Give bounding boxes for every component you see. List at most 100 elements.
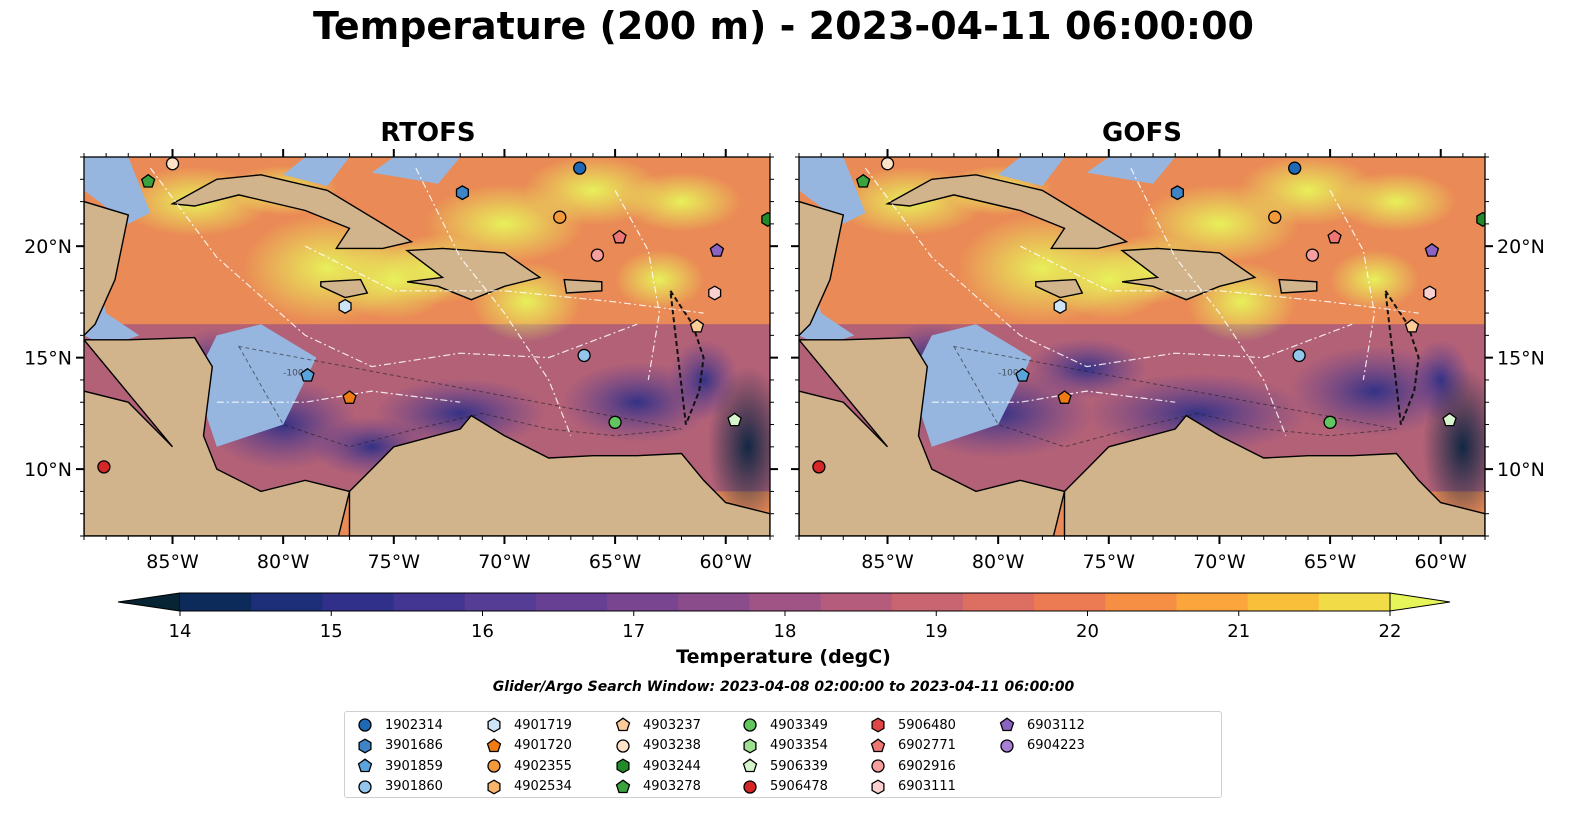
float-marker-3901860 bbox=[577, 348, 591, 363]
map-panel-gofs: -1000 85°W 80°W 75°W 70°W 65°W 60°W 20°N 15°N 10°… bbox=[791, 149, 1545, 573]
legend-item: 4903354 bbox=[742, 737, 828, 755]
legend-marker-hexagon bbox=[871, 717, 885, 733]
float-marker-4901720 bbox=[1057, 390, 1072, 404]
colorbar-label: Temperature (degC) bbox=[676, 646, 891, 668]
lon-tick-label: 75°W bbox=[368, 551, 421, 573]
legend-marker-pentagon bbox=[486, 737, 502, 752]
float-marker-6902916 bbox=[1305, 248, 1320, 262]
land-yucatan bbox=[799, 200, 845, 337]
legend-item: 4903244 bbox=[615, 757, 701, 775]
float-marker-4903278 bbox=[140, 173, 156, 188]
legend-item: 4903237 bbox=[615, 716, 701, 734]
legend-label: 4903354 bbox=[770, 738, 828, 753]
legend-label: 6903111 bbox=[898, 779, 956, 794]
bathymetry-contour-label: -1000 bbox=[998, 368, 1024, 378]
colorbar-tick-label: 14 bbox=[169, 621, 192, 642]
land-jamaica bbox=[320, 278, 369, 299]
float-marker-3901686 bbox=[1170, 185, 1184, 201]
lat-tick-label: 10°N bbox=[24, 459, 72, 481]
legend-marker-circle bbox=[616, 738, 630, 753]
legend-item: 4902534 bbox=[486, 778, 572, 796]
legend-label: 4903238 bbox=[643, 738, 701, 753]
legend-marker-pentagon bbox=[615, 717, 631, 732]
panel-title-rtofs: RTOFS bbox=[380, 118, 476, 148]
legend-label: 6902771 bbox=[898, 738, 956, 753]
legend-label: 1902314 bbox=[385, 717, 443, 733]
float-marker-4903244 bbox=[761, 211, 770, 227]
float-marker-6903111 bbox=[708, 285, 722, 301]
legend-item: 3901860 bbox=[357, 778, 443, 796]
land-puerto-rico bbox=[563, 278, 603, 294]
float-marker-3901859 bbox=[1015, 367, 1030, 382]
colorbar-tick-label: 15 bbox=[320, 621, 343, 642]
colorbar-tick-label: 16 bbox=[471, 621, 494, 642]
legend-item: 1902314 bbox=[357, 716, 443, 734]
legend-marker-hexagon bbox=[743, 737, 757, 754]
legend-item: 4903278 bbox=[615, 778, 701, 796]
legend-label: 3901686 bbox=[385, 738, 443, 753]
legend-label: 4903244 bbox=[643, 758, 701, 774]
legend-label: 4903278 bbox=[643, 779, 701, 794]
float-marker-3901686 bbox=[455, 185, 469, 201]
lon-tick-label: 60°W bbox=[1415, 551, 1468, 573]
lat-tick-label: 15°N bbox=[1497, 348, 1545, 370]
legend-marker-circle bbox=[743, 718, 757, 732]
legend-marker-circle bbox=[871, 759, 885, 773]
legend-marker-pentagon bbox=[742, 758, 758, 773]
float-marker-6903112 bbox=[709, 242, 725, 257]
lat-tick-label: 20°N bbox=[24, 236, 72, 258]
legend-label: 6902916 bbox=[898, 758, 956, 774]
lon-tick-label: 65°W bbox=[1304, 551, 1357, 573]
legend-marker-circle bbox=[358, 779, 372, 794]
float-marker-4903238 bbox=[165, 157, 180, 171]
lon-tick-label: 85°W bbox=[146, 551, 199, 573]
colorbar-swatch bbox=[749, 593, 822, 611]
land-jamaica bbox=[1035, 278, 1084, 299]
legend-label: 4901720 bbox=[514, 738, 572, 753]
legend-label: 3901859 bbox=[385, 758, 443, 774]
land-cuba bbox=[170, 174, 414, 250]
legend-label: 4903349 bbox=[770, 717, 828, 733]
float-legend: 1902314 3901686 3901859 3901860 4901719 49017… bbox=[344, 711, 1222, 798]
bathymetry-contour-label: -1000 bbox=[283, 368, 309, 378]
colorbar-swatch bbox=[464, 593, 537, 611]
legend-marker-hexagon bbox=[358, 737, 372, 754]
legend-marker-hexagon bbox=[487, 717, 501, 733]
float-marker-3901859 bbox=[300, 367, 315, 382]
colorbar-swatch bbox=[678, 593, 750, 611]
float-marker-4901719 bbox=[338, 298, 352, 314]
lat-tick-label: 15°N bbox=[24, 348, 72, 370]
colorbar-swatch bbox=[962, 593, 1035, 611]
figure-title: Temperature (200 m) - 2023-04-11 06:00:0… bbox=[312, 4, 1254, 48]
float-marker-4903278 bbox=[855, 173, 871, 188]
lon-tick-label: 65°W bbox=[589, 551, 642, 573]
legend-marker-circle bbox=[1000, 738, 1014, 753]
legend-label: 6903112 bbox=[1027, 717, 1085, 733]
colorbar: 14 15 16 17 18 19 20 21 22 bbox=[117, 592, 1451, 642]
lat-tick-label: 20°N bbox=[1497, 236, 1545, 258]
legend-label: 4902355 bbox=[514, 758, 572, 774]
float-marker-5906478 bbox=[812, 460, 826, 474]
legend-item: 4902355 bbox=[486, 757, 572, 775]
legend-item: 5906339 bbox=[742, 757, 828, 775]
float-marker-5906478 bbox=[97, 460, 111, 474]
map-frame bbox=[798, 156, 1486, 537]
float-marker-4901719 bbox=[1053, 298, 1067, 314]
float-marker-6903111 bbox=[1423, 285, 1437, 301]
legend-item: 6902771 bbox=[870, 737, 956, 755]
float-marker-6902771 bbox=[612, 229, 627, 244]
colorbar-swatch bbox=[820, 593, 893, 611]
legend-marker-pentagon bbox=[999, 717, 1015, 732]
lon-tick-label: 70°W bbox=[478, 551, 531, 573]
colorbar-tick-label: 22 bbox=[1379, 621, 1402, 642]
legend-item: 4901720 bbox=[486, 737, 572, 755]
colorbar-tick-label: 18 bbox=[774, 621, 797, 642]
float-marker-4903349 bbox=[608, 415, 622, 429]
legend-item: 3901686 bbox=[357, 737, 443, 755]
float-marker-6903112 bbox=[1424, 242, 1440, 257]
colorbar-tick-label: 19 bbox=[925, 621, 948, 642]
lon-tick-label: 80°W bbox=[972, 551, 1025, 573]
legend-item: 6902916 bbox=[870, 757, 956, 775]
float-marker-4903237 bbox=[1404, 318, 1420, 333]
